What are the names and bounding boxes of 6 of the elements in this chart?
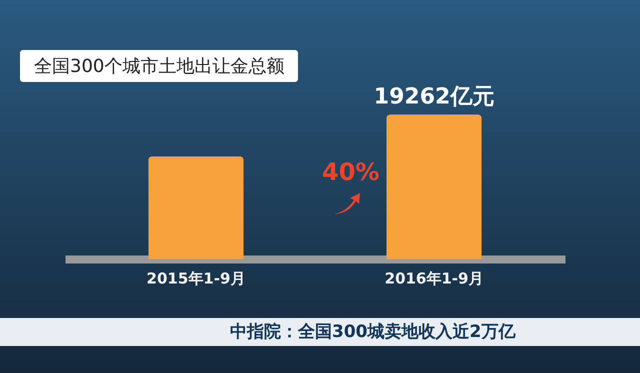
- annotation: 40%: [322, 158, 380, 186]
- x-tick-label: 2015年1-9月: [146, 270, 246, 288]
- chart-title: 全国300个城市土地出让金总额: [20, 50, 298, 82]
- x-tick-label: 2016年1-9月: [384, 270, 484, 288]
- data-label: 19262亿元: [374, 84, 494, 110]
- text: 中指院：全国300城卖地收入近2万亿: [0, 318, 640, 346]
